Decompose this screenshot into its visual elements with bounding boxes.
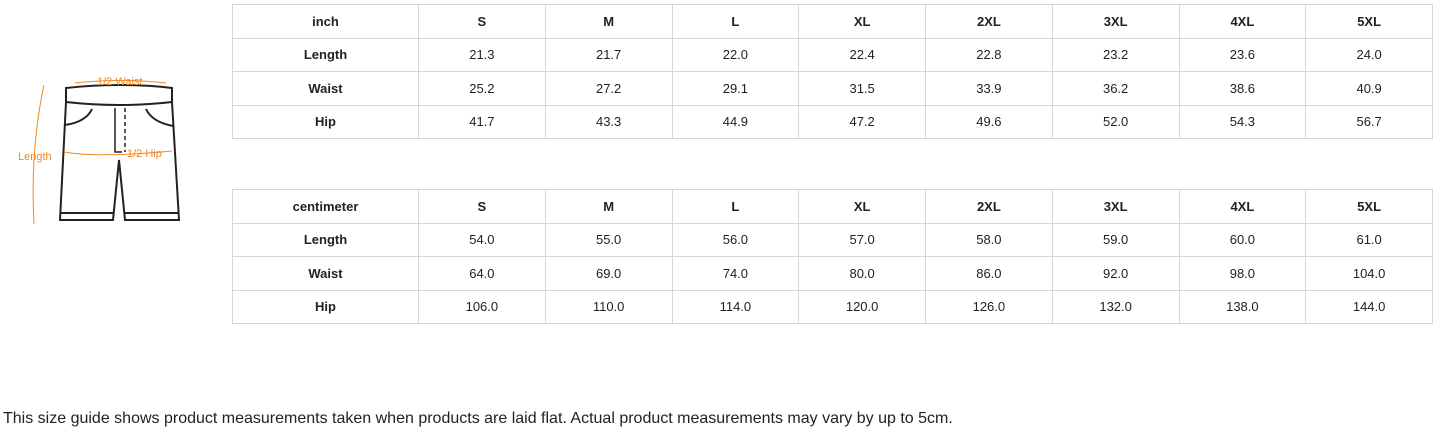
value-cell: 98.0 — [1178, 256, 1307, 291]
value-cell: 47.2 — [798, 104, 926, 139]
size-guide-note: This size guide shows product measuremen… — [3, 410, 953, 427]
value-cell: 44.9 — [671, 104, 800, 139]
value-cell: 64.0 — [418, 256, 546, 291]
value-cell: 54.0 — [418, 222, 546, 257]
table-row: Hip 106.0 110.0 114.0 120.0 126.0 132.0 138.0 14… — [232, 289, 1433, 324]
value-cell: 22.0 — [671, 37, 800, 72]
value-cell: 55.0 — [544, 222, 673, 257]
value-cell: 74.0 — [671, 256, 800, 291]
header-row: inch S M L XL 2XL 3XL 4XL 5XL — [232, 4, 1433, 39]
table-row: Waist 25.2 27.2 29.1 31.5 33.9 36.2 38.6 40.9 — [232, 71, 1433, 106]
header-cell: M — [544, 4, 673, 39]
value-cell: 110.0 — [544, 289, 673, 324]
value-cell: 40.9 — [1305, 71, 1433, 106]
header-cell: 3XL — [1051, 189, 1180, 224]
value-cell: 23.6 — [1178, 37, 1307, 72]
value-cell: 56.0 — [671, 222, 800, 257]
row-label: Length — [232, 37, 419, 72]
value-cell: 22.8 — [925, 37, 1053, 72]
value-cell: 80.0 — [798, 256, 926, 291]
waist-label: 1/2 Waist — [97, 76, 142, 88]
value-cell: 25.2 — [418, 71, 546, 106]
value-cell: 106.0 — [418, 289, 546, 324]
value-cell: 57.0 — [798, 222, 926, 257]
value-cell: 52.0 — [1051, 104, 1180, 139]
value-cell: 114.0 — [671, 289, 800, 324]
table-row: Length 21.3 21.7 22.0 22.4 22.8 23.2 23.6 24.0 — [232, 37, 1433, 72]
header-cell: inch — [232, 4, 419, 39]
value-cell: 59.0 — [1051, 222, 1180, 257]
cm-size-table: centimeter S M L XL 2XL 3XL 4XL 5XL Length 54.0 55.… — [232, 189, 1433, 324]
row-label: Hip — [232, 289, 419, 324]
value-cell: 104.0 — [1305, 256, 1433, 291]
header-cell: 5XL — [1305, 4, 1433, 39]
value-cell: 24.0 — [1305, 37, 1433, 72]
value-cell: 22.4 — [798, 37, 926, 72]
table-row: Hip 41.7 43.3 44.9 47.2 49.6 52.0 54.3 56.7 — [232, 104, 1433, 139]
header-cell: centimeter — [232, 189, 419, 224]
header-cell: 2XL — [925, 189, 1053, 224]
shorts-measurement-diagram: 1/2 Waist 1/2 Hip Length — [18, 76, 181, 225]
header-cell: 3XL — [1051, 4, 1180, 39]
value-cell: 23.2 — [1051, 37, 1180, 72]
row-label: Length — [232, 222, 419, 257]
row-label: Waist — [232, 71, 419, 106]
value-cell: 38.6 — [1178, 71, 1307, 106]
value-cell: 120.0 — [798, 289, 926, 324]
header-cell: 4XL — [1178, 4, 1307, 39]
value-cell: 86.0 — [925, 256, 1053, 291]
value-cell: 36.2 — [1051, 71, 1180, 106]
value-cell: 132.0 — [1051, 289, 1180, 324]
value-cell: 29.1 — [671, 71, 800, 106]
value-cell: 126.0 — [925, 289, 1053, 324]
header-cell: M — [544, 189, 673, 224]
value-cell: 43.3 — [544, 104, 673, 139]
table-row: Waist 64.0 69.0 74.0 80.0 86.0 92.0 98.0 104.0 — [232, 256, 1433, 291]
value-cell: 138.0 — [1178, 289, 1307, 324]
value-cell: 49.6 — [925, 104, 1053, 139]
inch-size-table: inch S M L XL 2XL 3XL 4XL 5XL Length 21.3 21.7 22.0 2… — [232, 4, 1433, 139]
value-cell: 33.9 — [925, 71, 1053, 106]
value-cell: 21.3 — [418, 37, 546, 72]
table-row: Length 54.0 55.0 56.0 57.0 58.0 59.0 60.0 61.0 — [232, 222, 1433, 257]
value-cell: 144.0 — [1305, 289, 1433, 324]
header-cell: 2XL — [925, 4, 1053, 39]
value-cell: 27.2 — [544, 71, 673, 106]
value-cell: 58.0 — [925, 222, 1053, 257]
value-cell: 21.7 — [544, 37, 673, 72]
row-label: Hip — [232, 104, 419, 139]
header-cell: L — [671, 4, 800, 39]
header-cell: XL — [798, 189, 926, 224]
value-cell: 54.3 — [1178, 104, 1307, 139]
header-cell: 4XL — [1178, 189, 1307, 224]
value-cell: 60.0 — [1178, 222, 1307, 257]
value-cell: 69.0 — [544, 256, 673, 291]
length-label: Length — [18, 151, 52, 163]
header-cell: XL — [798, 4, 926, 39]
value-cell: 41.7 — [418, 104, 546, 139]
header-row: centimeter S M L XL 2XL 3XL 4XL 5XL — [232, 189, 1433, 224]
header-cell: L — [671, 189, 800, 224]
header-cell: 5XL — [1305, 189, 1433, 224]
value-cell: 61.0 — [1305, 222, 1433, 257]
value-cell: 31.5 — [798, 71, 926, 106]
row-label: Waist — [232, 256, 419, 291]
hip-label: 1/2 Hip — [127, 148, 162, 160]
header-cell: S — [418, 4, 546, 39]
header-cell: S — [418, 189, 546, 224]
value-cell: 92.0 — [1051, 256, 1180, 291]
value-cell: 56.7 — [1305, 104, 1433, 139]
